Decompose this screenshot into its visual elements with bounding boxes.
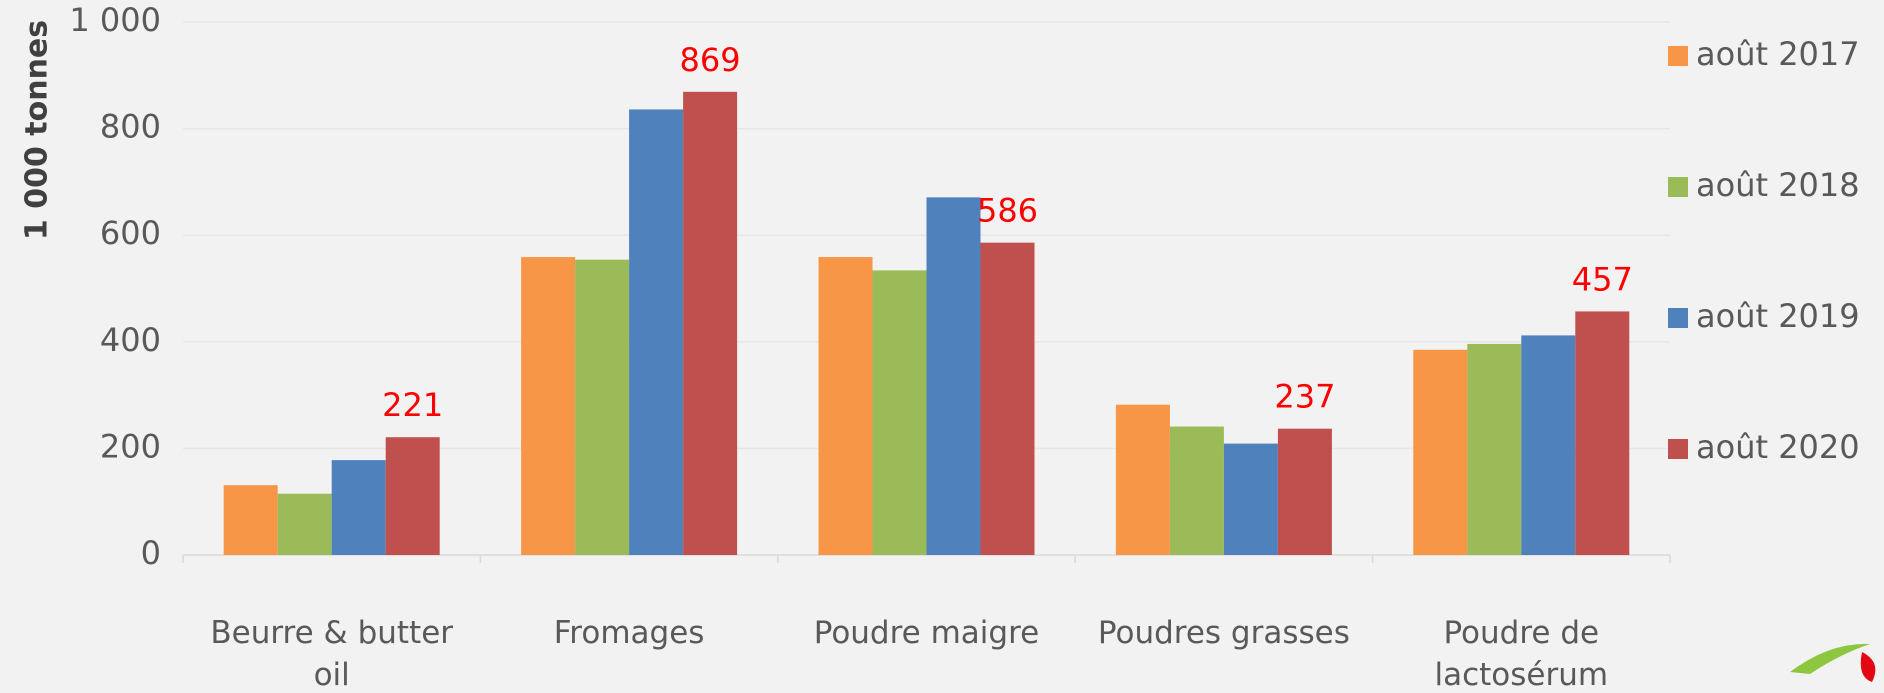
bar bbox=[1223, 443, 1278, 555]
bar bbox=[223, 485, 278, 555]
bar bbox=[1115, 404, 1170, 555]
bar bbox=[385, 437, 440, 555]
x-tick-label: Poudre maigre bbox=[813, 615, 1040, 651]
legend-swatch bbox=[1668, 439, 1688, 459]
legend-swatch bbox=[1668, 308, 1688, 328]
y-tick-label: 800 bbox=[100, 108, 161, 146]
y-tick-label: 1 000 bbox=[69, 1, 161, 39]
bar bbox=[1277, 428, 1332, 555]
y-tick-label: 200 bbox=[100, 427, 161, 465]
bar bbox=[980, 242, 1035, 556]
bar bbox=[521, 257, 576, 555]
data-label: 586 bbox=[977, 192, 1038, 230]
y-tick-label: 0 bbox=[141, 534, 161, 572]
legend-label: août 2019 bbox=[1696, 297, 1860, 335]
logo bbox=[1790, 643, 1870, 674]
bar bbox=[575, 259, 630, 555]
bar bbox=[1575, 311, 1630, 555]
bar bbox=[818, 257, 873, 555]
x-tick-label: Fromages bbox=[553, 615, 705, 651]
legend-label: août 2018 bbox=[1696, 166, 1860, 204]
bar bbox=[1467, 343, 1522, 555]
legend-swatch bbox=[1668, 46, 1688, 66]
y-tick-label: 400 bbox=[100, 321, 161, 359]
bar bbox=[629, 109, 684, 556]
data-label: 869 bbox=[680, 41, 741, 79]
legend-swatch bbox=[1668, 177, 1688, 197]
bar bbox=[1413, 349, 1468, 555]
data-label: 221 bbox=[382, 386, 443, 424]
y-tick-label: 600 bbox=[100, 214, 161, 252]
data-label: 457 bbox=[1572, 260, 1633, 298]
bar bbox=[683, 91, 738, 555]
bar bbox=[926, 197, 981, 555]
x-tick-label: Beurre & butter oil bbox=[210, 615, 454, 693]
bar bbox=[1169, 426, 1224, 555]
y-axis-label: 1 000 tonnes bbox=[20, 20, 55, 240]
data-label: 237 bbox=[1274, 378, 1335, 416]
bar bbox=[1521, 335, 1576, 555]
x-tick-label: Poudre de lactosérum bbox=[1434, 615, 1609, 693]
legend-label: août 2020 bbox=[1696, 428, 1860, 466]
legend-label: août 2017 bbox=[1696, 35, 1860, 73]
bar bbox=[872, 270, 927, 555]
logo-drop bbox=[1860, 652, 1876, 682]
x-tick-label: Poudres grasses bbox=[1097, 615, 1350, 651]
bar bbox=[277, 493, 332, 555]
bar bbox=[331, 460, 386, 555]
